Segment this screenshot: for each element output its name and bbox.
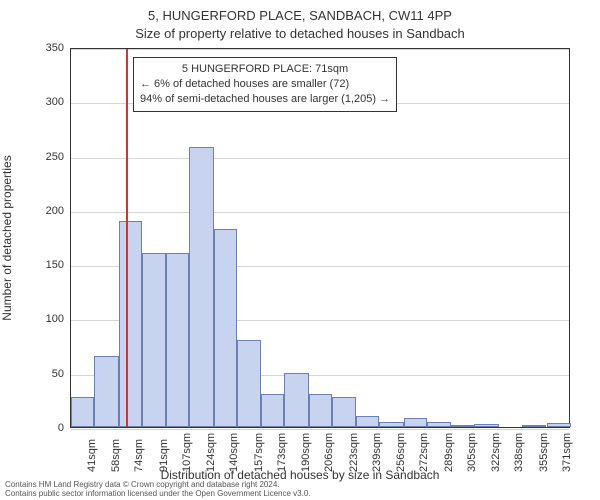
gridline bbox=[71, 429, 569, 430]
histogram-bar bbox=[356, 416, 379, 427]
annot-line1: 5 HUNGERFORD PLACE: 71sqm bbox=[140, 62, 390, 77]
xtick-label: 256sqm bbox=[395, 433, 407, 472]
ytick-label: 300 bbox=[24, 96, 64, 108]
histogram-bar bbox=[119, 221, 142, 427]
xtick-label: 223sqm bbox=[348, 433, 360, 472]
xtick-label: 338sqm bbox=[513, 433, 525, 472]
annot-line3: 94% of semi-detached houses are larger (… bbox=[140, 92, 390, 107]
marker-line bbox=[126, 49, 128, 427]
sub-title: Size of property relative to detached ho… bbox=[0, 26, 600, 41]
histogram-bar bbox=[547, 423, 571, 427]
ytick-label: 200 bbox=[24, 205, 64, 217]
y-axis-label: Number of detached properties bbox=[0, 48, 20, 428]
xtick-label: 124sqm bbox=[205, 433, 217, 472]
histogram-bar bbox=[522, 425, 546, 427]
xtick-label: 239sqm bbox=[371, 433, 383, 472]
ytick-label: 350 bbox=[24, 42, 64, 54]
ytick-label: 150 bbox=[24, 259, 64, 271]
ytick-label: 50 bbox=[24, 368, 64, 380]
plot-area: 5 HUNGERFORD PLACE: 71sqm← 6% of detache… bbox=[70, 48, 570, 428]
ytick-label: 100 bbox=[24, 313, 64, 325]
histogram-bar bbox=[379, 422, 403, 427]
gridline bbox=[71, 49, 569, 50]
ytick-label: 250 bbox=[24, 151, 64, 163]
xtick-label: 371sqm bbox=[561, 433, 573, 472]
histogram-bar bbox=[166, 253, 189, 427]
xtick-label: 355sqm bbox=[538, 433, 550, 472]
main-title: 5, HUNGERFORD PLACE, SANDBACH, CW11 4PP bbox=[0, 8, 600, 23]
xtick-label: 157sqm bbox=[253, 433, 265, 472]
xtick-label: 322sqm bbox=[490, 433, 502, 472]
xtick-label: 140sqm bbox=[228, 433, 240, 472]
xtick-label: 91sqm bbox=[158, 439, 170, 472]
histogram-bar bbox=[189, 147, 213, 427]
xtick-label: 41sqm bbox=[86, 439, 98, 472]
chart-wrap: 5, HUNGERFORD PLACE, SANDBACH, CW11 4PP … bbox=[0, 0, 600, 500]
copyright: Contains HM Land Registry data © Crown c… bbox=[0, 480, 600, 498]
xtick-label: 107sqm bbox=[181, 433, 193, 472]
xtick-label: 74sqm bbox=[133, 439, 145, 472]
annot-line2: ← 6% of detached houses are smaller (72) bbox=[140, 77, 390, 92]
xtick-label: 173sqm bbox=[276, 433, 288, 472]
histogram-bar bbox=[309, 394, 332, 427]
histogram-bar bbox=[284, 373, 308, 427]
histogram-bar bbox=[261, 394, 284, 427]
gridline bbox=[71, 158, 569, 159]
histogram-bar bbox=[451, 425, 474, 427]
histogram-bar bbox=[474, 424, 498, 427]
histogram-bar bbox=[94, 356, 118, 427]
histogram-bar bbox=[71, 397, 94, 427]
ytick-label: 0 bbox=[24, 422, 64, 434]
histogram-bar bbox=[404, 418, 427, 427]
histogram-bar bbox=[214, 229, 237, 427]
xtick-label: 272sqm bbox=[418, 433, 430, 472]
xtick-label: 58sqm bbox=[110, 439, 122, 472]
gridline bbox=[71, 212, 569, 213]
annotation-box: 5 HUNGERFORD PLACE: 71sqm← 6% of detache… bbox=[133, 57, 397, 112]
copyright-line1: Contains HM Land Registry data © Crown c… bbox=[5, 480, 280, 489]
histogram-bar bbox=[237, 340, 261, 427]
copyright-line2: Contains public sector information licen… bbox=[5, 489, 311, 498]
xtick-label: 190sqm bbox=[300, 433, 312, 472]
histogram-bar bbox=[332, 397, 356, 427]
xtick-label: 305sqm bbox=[466, 433, 478, 472]
xtick-label: 206sqm bbox=[323, 433, 335, 472]
histogram-bar bbox=[142, 253, 166, 427]
histogram-bar bbox=[427, 422, 451, 427]
xtick-label: 289sqm bbox=[443, 433, 455, 472]
